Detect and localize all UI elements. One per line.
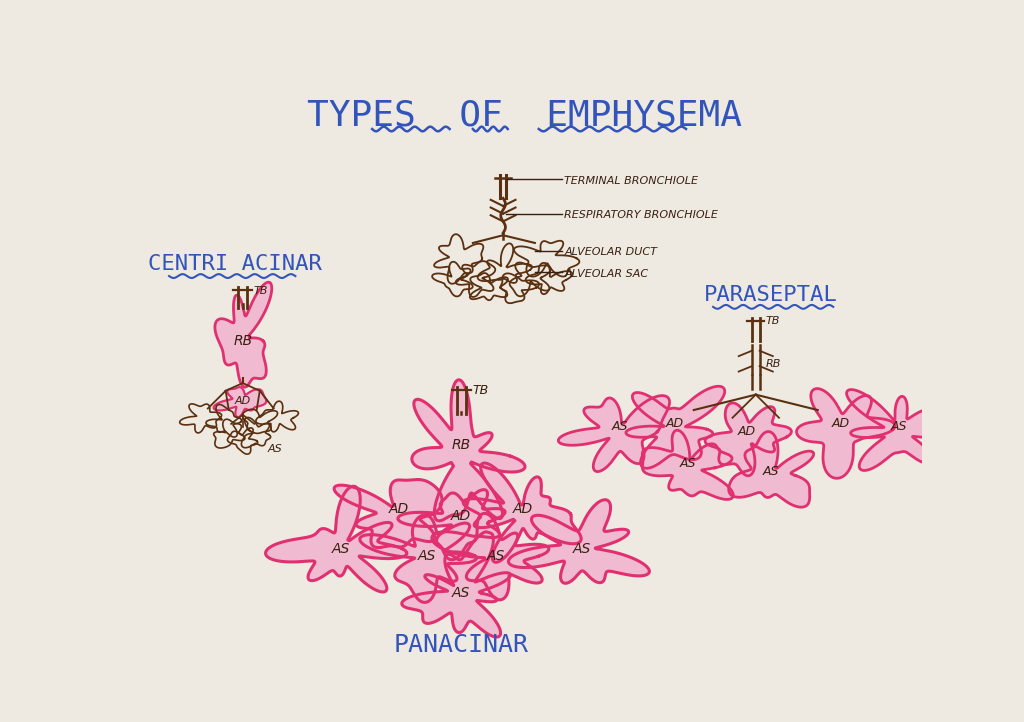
Polygon shape (412, 380, 525, 521)
Polygon shape (558, 396, 670, 471)
Polygon shape (265, 487, 407, 592)
Text: PANACINAR: PANACINAR (394, 633, 528, 657)
Text: AS: AS (612, 420, 629, 433)
Text: AD: AD (831, 417, 850, 430)
Polygon shape (359, 515, 476, 602)
Text: AS: AS (572, 542, 591, 556)
Text: RESPIRATORY BRONCHIOLE: RESPIRATORY BRONCHIOLE (564, 210, 718, 220)
Text: AD: AD (737, 425, 756, 438)
Polygon shape (401, 532, 511, 637)
Text: AD: AD (452, 509, 471, 523)
Text: AS: AS (487, 549, 505, 563)
Text: PARASEPTAL: PARASEPTAL (705, 284, 838, 305)
Text: AS: AS (332, 542, 350, 556)
Polygon shape (214, 387, 266, 417)
Polygon shape (432, 513, 549, 600)
Polygon shape (509, 500, 649, 583)
Text: AD: AD (513, 502, 534, 516)
Polygon shape (797, 388, 895, 478)
Text: RB: RB (766, 359, 781, 369)
Text: AS: AS (763, 465, 779, 478)
Text: TB: TB (472, 384, 488, 397)
Polygon shape (729, 432, 814, 507)
Text: ALVEOLAR DUCT: ALVEOLAR DUCT (564, 247, 657, 257)
Text: AD: AD (389, 502, 410, 516)
Text: AD: AD (666, 417, 683, 430)
Text: AD: AD (234, 396, 251, 406)
Text: AS: AS (268, 443, 283, 453)
Polygon shape (398, 490, 505, 560)
Polygon shape (463, 463, 582, 562)
Text: RB: RB (233, 334, 252, 348)
Text: RB: RB (452, 438, 471, 452)
Text: TYPES  OF  EMPHYSEMA: TYPES OF EMPHYSEMA (307, 99, 742, 133)
Text: AS: AS (453, 586, 470, 600)
Text: AS: AS (679, 458, 695, 471)
Text: TB: TB (766, 316, 780, 326)
Text: TB: TB (254, 286, 268, 296)
Text: AS: AS (891, 420, 907, 433)
Text: TERMINAL BRONCHIOLE: TERMINAL BRONCHIOLE (564, 175, 698, 186)
Polygon shape (706, 403, 792, 476)
Polygon shape (334, 479, 442, 547)
Text: ALVEOLAR SAC: ALVEOLAR SAC (564, 269, 648, 279)
Polygon shape (626, 386, 725, 469)
Polygon shape (642, 430, 733, 500)
Text: CENTRI ACINAR: CENTRI ACINAR (148, 253, 322, 274)
Text: AS: AS (417, 549, 435, 563)
Polygon shape (215, 282, 271, 387)
Polygon shape (847, 390, 958, 471)
